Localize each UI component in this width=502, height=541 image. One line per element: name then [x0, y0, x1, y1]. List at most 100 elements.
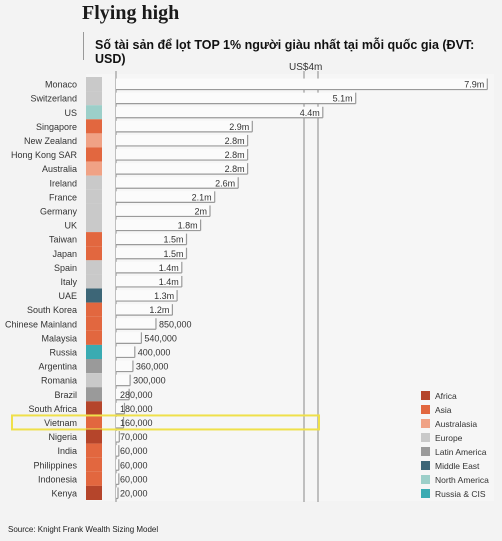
- legend-label: Australasia: [435, 419, 477, 429]
- value-label: 1.8m: [178, 221, 198, 231]
- category-label: Singapore: [36, 122, 77, 132]
- region-swatch: [86, 302, 102, 317]
- value-label: 360,000: [136, 362, 169, 372]
- category-label: India: [57, 446, 77, 456]
- region-swatch: [86, 274, 102, 289]
- value-label: 540,000: [144, 333, 177, 343]
- region-swatch: [86, 161, 102, 176]
- category-label: Taiwan: [49, 235, 77, 245]
- legend-swatch: [421, 461, 430, 470]
- category-label: UK: [64, 221, 77, 231]
- bar: [116, 346, 135, 358]
- region-swatch: [86, 232, 102, 247]
- region-swatch: [86, 373, 102, 388]
- bar: [116, 332, 142, 344]
- category-label: Italy: [60, 277, 77, 287]
- value-label: 4.4m: [300, 108, 320, 118]
- bar: [116, 233, 187, 245]
- region-swatch: [86, 175, 102, 190]
- legend-label: Latin America: [435, 447, 487, 457]
- region-swatch: [86, 429, 102, 444]
- value-label: 2.8m: [225, 164, 245, 174]
- region-swatch: [86, 359, 102, 374]
- region-swatch: [86, 105, 102, 120]
- legend-swatch: [421, 475, 430, 484]
- value-label: 2.8m: [225, 136, 245, 146]
- category-label: Switzerland: [30, 94, 77, 104]
- category-label: Philippines: [33, 460, 77, 470]
- bar: [116, 445, 119, 457]
- region-swatch: [86, 316, 102, 331]
- category-label: Argentina: [38, 362, 77, 372]
- bar: [116, 388, 130, 400]
- category-label: Australia: [42, 164, 77, 174]
- region-swatch: [86, 119, 102, 134]
- category-label: Hong Kong SAR: [11, 150, 78, 160]
- value-label: 1.4m: [159, 263, 179, 273]
- bar: [116, 163, 248, 175]
- bar: [116, 191, 215, 203]
- category-label: Indonesia: [38, 474, 77, 484]
- bar: [116, 261, 182, 273]
- category-label: Monaco: [45, 80, 77, 90]
- bar: [116, 275, 182, 287]
- bar: [116, 205, 210, 217]
- bar: [116, 106, 323, 118]
- value-label: 2.6m: [215, 178, 235, 188]
- region-swatch: [86, 189, 102, 204]
- bar: [116, 487, 118, 499]
- category-label: Kenya: [51, 488, 77, 498]
- value-label: 1.3m: [154, 291, 174, 301]
- value-label: 7.9m: [464, 80, 484, 90]
- value-label: 1.4m: [159, 277, 179, 287]
- value-label: 400,000: [138, 347, 171, 357]
- bar: [116, 120, 253, 132]
- bar: [116, 149, 248, 161]
- value-label: 2.1m: [192, 192, 212, 202]
- region-swatch: [86, 401, 102, 416]
- value-label: 850,000: [159, 319, 192, 329]
- region-swatch: [86, 133, 102, 148]
- bar: [116, 459, 119, 471]
- legend-label: Middle East: [435, 461, 480, 471]
- bar: [116, 318, 156, 330]
- legend-swatch: [421, 447, 430, 456]
- header-divider: [83, 32, 84, 60]
- category-label: UAE: [58, 291, 77, 301]
- bar: [116, 219, 201, 231]
- value-label: 1.2m: [149, 305, 169, 315]
- category-label: Ireland: [49, 178, 77, 188]
- bar: [116, 78, 488, 90]
- legend-swatch: [421, 419, 430, 428]
- region-swatch: [86, 246, 102, 261]
- category-label: Chinese Mainland: [5, 319, 77, 329]
- region-swatch: [86, 147, 102, 162]
- bar: [116, 177, 239, 189]
- legend-swatch: [421, 405, 430, 414]
- legend-label: Russia & CIS: [435, 489, 486, 499]
- value-label: 20,000: [120, 488, 148, 498]
- bar: [116, 92, 356, 104]
- chart-subtitle: Số tài sản để lọt TOP 1% người giàu nhất…: [95, 38, 475, 66]
- region-swatch: [86, 288, 102, 303]
- value-label: 300,000: [133, 376, 166, 386]
- value-label: 60,000: [120, 460, 148, 470]
- region-swatch: [86, 471, 102, 486]
- value-label: 2m: [194, 206, 207, 216]
- region-swatch: [86, 485, 102, 500]
- region-swatch: [86, 218, 102, 233]
- bar: [116, 374, 131, 386]
- value-label: 5.1m: [333, 94, 353, 104]
- region-swatch: [86, 415, 102, 430]
- legend-label: Asia: [435, 405, 452, 415]
- region-swatch: [86, 203, 102, 218]
- value-label: 70,000: [120, 432, 148, 442]
- value-label: 180,000: [120, 404, 153, 414]
- category-label: Spain: [54, 263, 77, 273]
- value-label: 2.8m: [225, 150, 245, 160]
- region-swatch: [86, 91, 102, 106]
- category-label: Vietnam: [44, 418, 77, 428]
- bar: [116, 416, 124, 428]
- value-label: 2.9m: [229, 122, 249, 132]
